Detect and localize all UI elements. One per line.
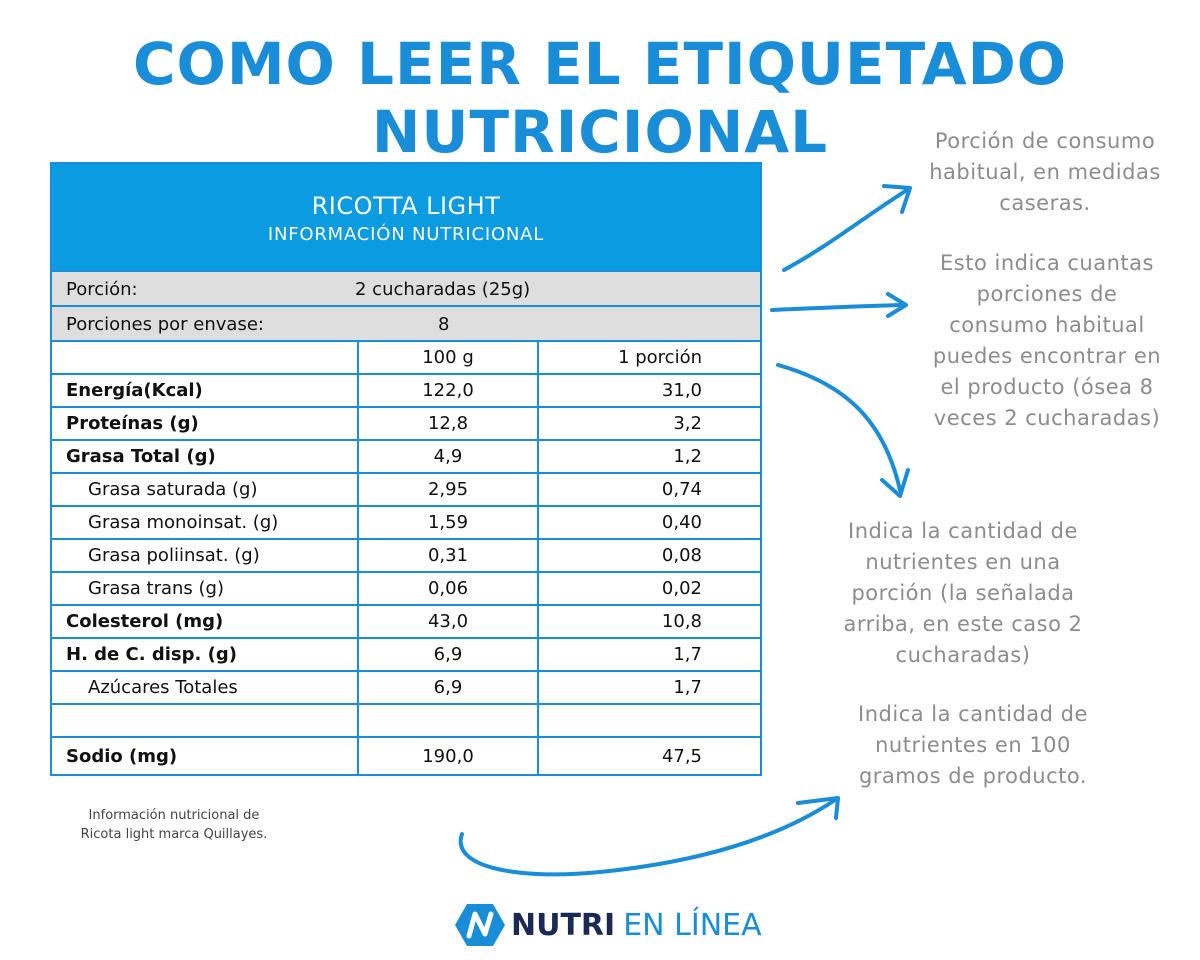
nutrient-name: Sodio (mg) — [52, 736, 358, 774]
table-row: Grasa monoinsat. (g) 1,59 0,40 — [52, 505, 760, 539]
value-100g: 1,59 — [357, 505, 538, 539]
value-100g: 0,31 — [357, 538, 538, 572]
arrow-per-portion — [776, 363, 902, 492]
value-portion: 0,74 — [537, 472, 760, 506]
arrow-servings — [770, 303, 907, 312]
value-portion: 1,7 — [537, 670, 760, 704]
table-row: Azúcares Totales 6,9 1,7 — [52, 670, 760, 704]
nutrition-label: RICOTTA LIGHT INFORMACIÓN NUTRICIONAL Po… — [50, 162, 762, 776]
value-100g: 43,0 — [357, 604, 538, 638]
value-portion: 3,2 — [537, 406, 760, 440]
table-row: Grasa poliinsat. (g) 0,31 0,08 — [52, 538, 760, 572]
note-per-portion: Indica la cantidad de nutrientes en una … — [843, 519, 1083, 667]
nutrient-name: Grasa monoinsat. (g) — [52, 505, 358, 539]
nutri-logo-icon — [455, 904, 505, 946]
portion-value: 2 cucharadas (25g) — [355, 279, 531, 300]
label-header: RICOTTA LIGHT INFORMACIÓN NUTRICIONAL — [52, 164, 760, 270]
nutrient-name: Grasa Total (g) — [52, 439, 358, 473]
table-row: Grasa saturada (g) 2,95 0,74 — [52, 472, 760, 506]
value-portion: 31,0 — [537, 373, 760, 407]
value-portion: 10,8 — [537, 604, 760, 638]
table-row: Grasa Total (g) 4,9 1,2 — [52, 439, 760, 473]
nutrient-name: Grasa trans (g) — [52, 571, 358, 605]
nutrient-name: Energía(Kcal) — [52, 373, 358, 407]
table-row: Colesterol (mg) 43,0 10,8 — [52, 604, 760, 638]
value-portion: 1,2 — [537, 439, 760, 473]
empty-row — [52, 703, 760, 737]
servings-label: Porciones por envase: — [66, 314, 264, 335]
nutrient-name: Colesterol (mg) — [52, 604, 358, 638]
value-portion: 0,08 — [537, 538, 760, 572]
arrowhead-per-100g — [796, 796, 840, 820]
arrow-per-100g — [458, 798, 837, 877]
arrow-portion — [782, 188, 909, 272]
nutrient-name: Grasa saturada (g) — [52, 472, 358, 506]
value-portion: 0,40 — [537, 505, 760, 539]
nutrient-name: H. de C. disp. (g) — [52, 637, 358, 671]
servings-row: Porciones por envase: 8 — [52, 305, 760, 340]
column-portion: 1 porción — [537, 340, 760, 374]
note-portion: Porción de consumo habitual, en medidas … — [929, 129, 1161, 215]
value-100g: 12,8 — [357, 406, 538, 440]
value-100g: 122,0 — [357, 373, 538, 407]
value-100g: 6,9 — [357, 670, 538, 704]
arrowhead-servings — [886, 292, 908, 318]
table-row: Grasa trans (g) 0,06 0,02 — [52, 571, 760, 605]
arrowhead-portion — [882, 184, 912, 214]
value-100g: 4,9 — [357, 439, 538, 473]
value-100g: 0,06 — [357, 571, 538, 605]
nutrient-table: 100 g 1 porción Energía(Kcal) 122,0 31,0… — [52, 340, 760, 774]
nutrient-name: Proteínas (g) — [52, 406, 358, 440]
table-row: Sodio (mg) 190,0 47,5 — [52, 736, 760, 774]
product-name: RICOTTA LIGHT — [311, 192, 501, 220]
arrowhead-per-portion — [880, 468, 910, 498]
nutrient-name: Grasa poliinsat. (g) — [52, 538, 358, 572]
source-caption: Información nutricional de Ricota light … — [80, 808, 268, 842]
value-portion: 0,02 — [537, 571, 760, 605]
brand-logo: NUTRI EN LÍNEA — [455, 900, 762, 950]
column-header-row: 100 g 1 porción — [52, 340, 760, 374]
label-subtitle: INFORMACIÓN NUTRICIONAL — [267, 224, 545, 245]
value-100g: 6,9 — [357, 637, 538, 671]
value-100g: 190,0 — [357, 736, 538, 774]
nutrient-name: Azúcares Totales — [52, 670, 358, 704]
portion-label: Porción: — [66, 279, 138, 300]
brand-name: NUTRI EN LÍNEA — [511, 907, 762, 943]
note-per-100g: Indica la cantidad de nutrientes en 100 … — [858, 702, 1088, 788]
value-portion: 1,7 — [537, 637, 760, 671]
table-row: H. de C. disp. (g) 6,9 1,7 — [52, 637, 760, 671]
value-portion: 47,5 — [537, 736, 760, 774]
servings-value: 8 — [438, 314, 450, 335]
portion-row: Porción: 2 cucharadas (25g) — [52, 270, 760, 305]
value-100g: 2,95 — [357, 472, 538, 506]
column-100g: 100 g — [357, 340, 538, 374]
note-servings: Esto indica cuantas porciones de consumo… — [932, 251, 1162, 430]
table-row: Proteínas (g) 12,8 3,2 — [52, 406, 760, 440]
page-title: COMO LEER EL ETIQUETADO NUTRICIONAL — [132, 30, 1068, 166]
table-row: Energía(Kcal) 122,0 31,0 — [52, 373, 760, 407]
